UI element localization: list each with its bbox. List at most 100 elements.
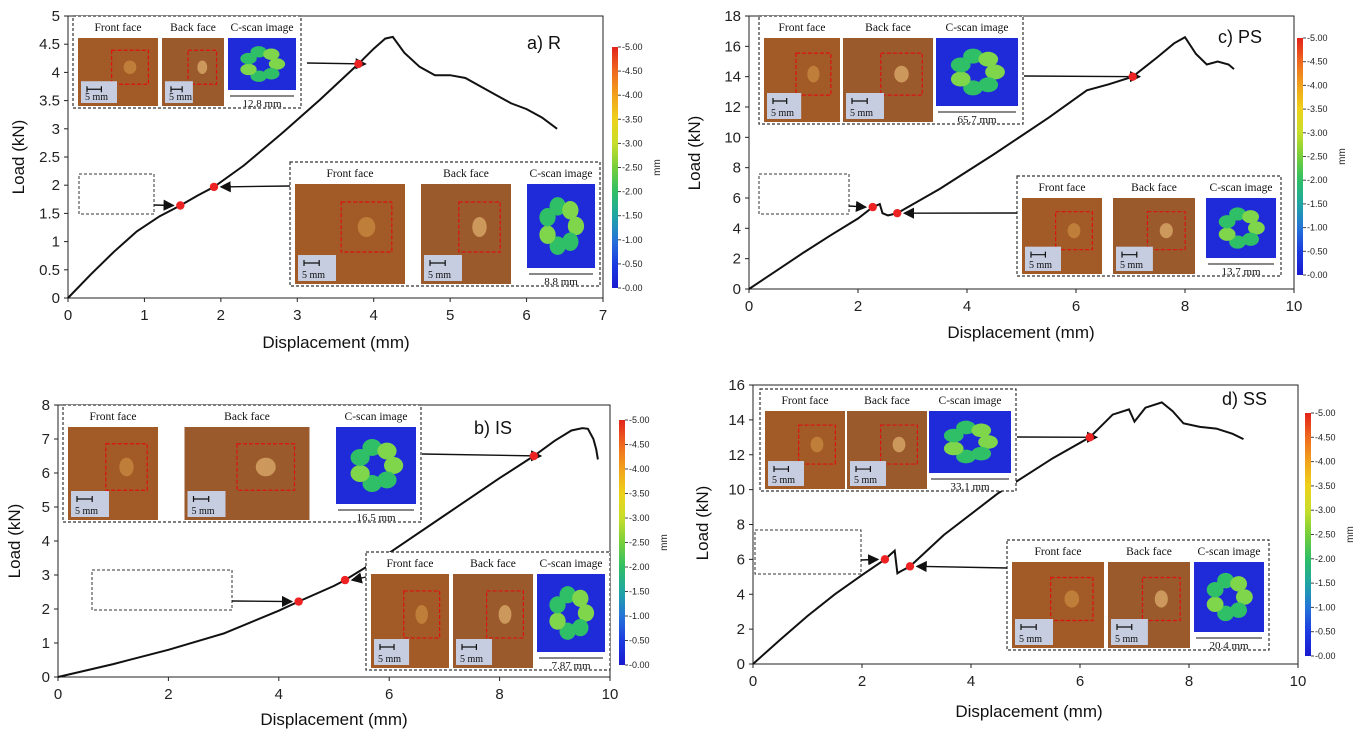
y-tick-label: 3 xyxy=(52,121,60,138)
lower-back-face-scale-label: 5 mm xyxy=(1120,260,1143,271)
colorbar-unit: mm xyxy=(652,159,663,176)
panel-title: a) R xyxy=(527,33,561,53)
damage-point-marker xyxy=(1085,433,1095,442)
upper-c-scan-damage-region xyxy=(943,428,964,443)
panel-title: d) SS xyxy=(1222,389,1267,409)
lower-front-face-label: Front face xyxy=(1035,546,1082,558)
y-tick-label: 3 xyxy=(42,567,50,584)
y-tick-label: 6 xyxy=(42,465,50,482)
lower-c-scan-damage-region xyxy=(572,619,589,637)
y-tick-label: 1 xyxy=(52,234,60,251)
colorbar-label: -0.50 xyxy=(629,636,650,646)
lower-front-face-roi-box xyxy=(1050,576,1094,622)
annotation-arrow xyxy=(350,572,367,584)
lower-back-face-roi-box xyxy=(458,201,501,253)
lower-back-face-scale-tag xyxy=(456,639,492,665)
lower-c-scan-image xyxy=(537,574,605,652)
lower-c-scan-damage-region xyxy=(1217,572,1234,589)
lower-front-face-label: Front face xyxy=(327,168,374,180)
damage-point-marker xyxy=(340,575,350,585)
upper-front-face-scale-bar xyxy=(773,466,789,473)
y-tick-label: 14 xyxy=(728,412,745,429)
lower-back-face-scale-bar xyxy=(1116,624,1133,630)
lower-front-face-scale-label: 5 mm xyxy=(1029,260,1052,271)
upper-c-scan-damage-region xyxy=(950,57,971,73)
lower-front-face-scale-tag xyxy=(298,255,336,281)
x-tick-label: 8 xyxy=(1181,298,1189,315)
upper-back-face-damage-spot xyxy=(197,60,208,75)
lower-front-face-label: Front face xyxy=(387,558,434,570)
colorbar-label: -5.00 xyxy=(1315,408,1336,418)
x-axis-label: Displacement (mm) xyxy=(260,710,407,729)
damage-point-marker xyxy=(176,201,185,210)
upper-front-face-roi-box xyxy=(105,443,148,491)
annotation-arrow xyxy=(915,560,1008,573)
upper-back-face-scale-label: 5 mm xyxy=(169,92,192,103)
lower-back-face-scale-bar xyxy=(429,260,446,266)
upper-front-face-scale-label: 5 mm xyxy=(772,475,795,486)
x-tick-label: 4 xyxy=(963,298,971,315)
lower-c-scan-dimension: 8.8 mm xyxy=(544,276,578,288)
x-tick-label: 6 xyxy=(1072,298,1080,315)
lower-c-scan-label: C-scan image xyxy=(540,558,603,570)
y-tick-label: 2 xyxy=(52,177,60,194)
x-tick-label: 4 xyxy=(275,686,283,703)
lower-front-face-label: Front face xyxy=(1039,182,1086,194)
upper-c-scan-damage-region xyxy=(971,423,992,438)
annotation-arrow xyxy=(421,450,543,462)
upper-front-face-scale-bar xyxy=(86,86,102,93)
upper-front-face-scale-tag xyxy=(768,461,804,486)
x-tick-label: 4 xyxy=(370,307,378,324)
upper-c-scan-label: C-scan image xyxy=(231,22,294,34)
upper-back-face-label: Back face xyxy=(864,395,910,407)
x-tick-label: 6 xyxy=(1076,673,1084,690)
load-displacement-curve-IS xyxy=(57,427,599,678)
y-tick-label: 10 xyxy=(724,129,741,146)
lower-front-face-scale-label: 5 mm xyxy=(302,270,325,281)
x-tick-label: 10 xyxy=(1286,298,1303,315)
damage-point-marker xyxy=(868,202,877,212)
x-tick-label: 2 xyxy=(217,307,225,324)
colorbar-unit: mm xyxy=(659,534,670,551)
upper-c-scan-image xyxy=(929,411,1011,473)
lower-back-face-scale-label: 5 mm xyxy=(1115,634,1138,645)
x-tick-label: 1 xyxy=(140,307,148,324)
colorbar xyxy=(1305,413,1311,656)
lower-back-face-scale-bar xyxy=(461,644,477,650)
lower-back-face-label: Back face xyxy=(1126,546,1172,558)
lower-front-face-scale-label: 5 mm xyxy=(1019,634,1042,645)
x-tick-label: 6 xyxy=(522,307,530,324)
colorbar-label: -1.50 xyxy=(1307,199,1328,209)
lower-front-face-roi-box xyxy=(340,201,393,253)
y-tick-label: 4 xyxy=(737,586,745,603)
annotation-arrow xyxy=(848,200,868,213)
annotation-arrow xyxy=(153,199,175,211)
y-tick-label: 16 xyxy=(724,38,741,55)
lower-front-face-scale-bar xyxy=(379,644,395,650)
colorbar-label: -3.50 xyxy=(629,489,650,499)
empty-annotation-box xyxy=(78,173,155,215)
lower-back-face-label: Back face xyxy=(470,558,516,570)
lower-back-face-roi-box xyxy=(1146,211,1186,251)
damage-point-marker xyxy=(354,59,363,69)
y-axis-label: Load (kN) xyxy=(9,120,28,195)
y-tick-label: 4 xyxy=(42,533,50,550)
lower-front-face-scale-tag xyxy=(1025,246,1061,271)
colorbar-label: -3.00 xyxy=(1307,128,1328,138)
damage-point-marker xyxy=(893,208,902,218)
x-axis-label: Displacement (mm) xyxy=(262,333,409,352)
upper-c-scan-damage-region xyxy=(985,64,1005,80)
lower-back-face-damage-spot xyxy=(472,217,487,237)
lower-front-face-scale-bar xyxy=(1030,251,1046,258)
upper-c-scan-damage-region xyxy=(240,63,257,76)
upper-c-scan-damage-region xyxy=(350,465,370,482)
colorbar xyxy=(619,420,625,665)
x-tick-label: 0 xyxy=(745,298,753,315)
upper-c-scan-damage-region xyxy=(956,420,976,435)
lower-front-face-scale-label: 5 mm xyxy=(378,654,401,665)
upper-back-face-damage-spot xyxy=(255,457,276,477)
y-tick-label: 14 xyxy=(724,69,741,86)
colorbar-label: -2.50 xyxy=(622,163,643,173)
colorbar-label: -0.00 xyxy=(1307,270,1328,280)
y-tick-label: 1.5 xyxy=(39,205,60,222)
